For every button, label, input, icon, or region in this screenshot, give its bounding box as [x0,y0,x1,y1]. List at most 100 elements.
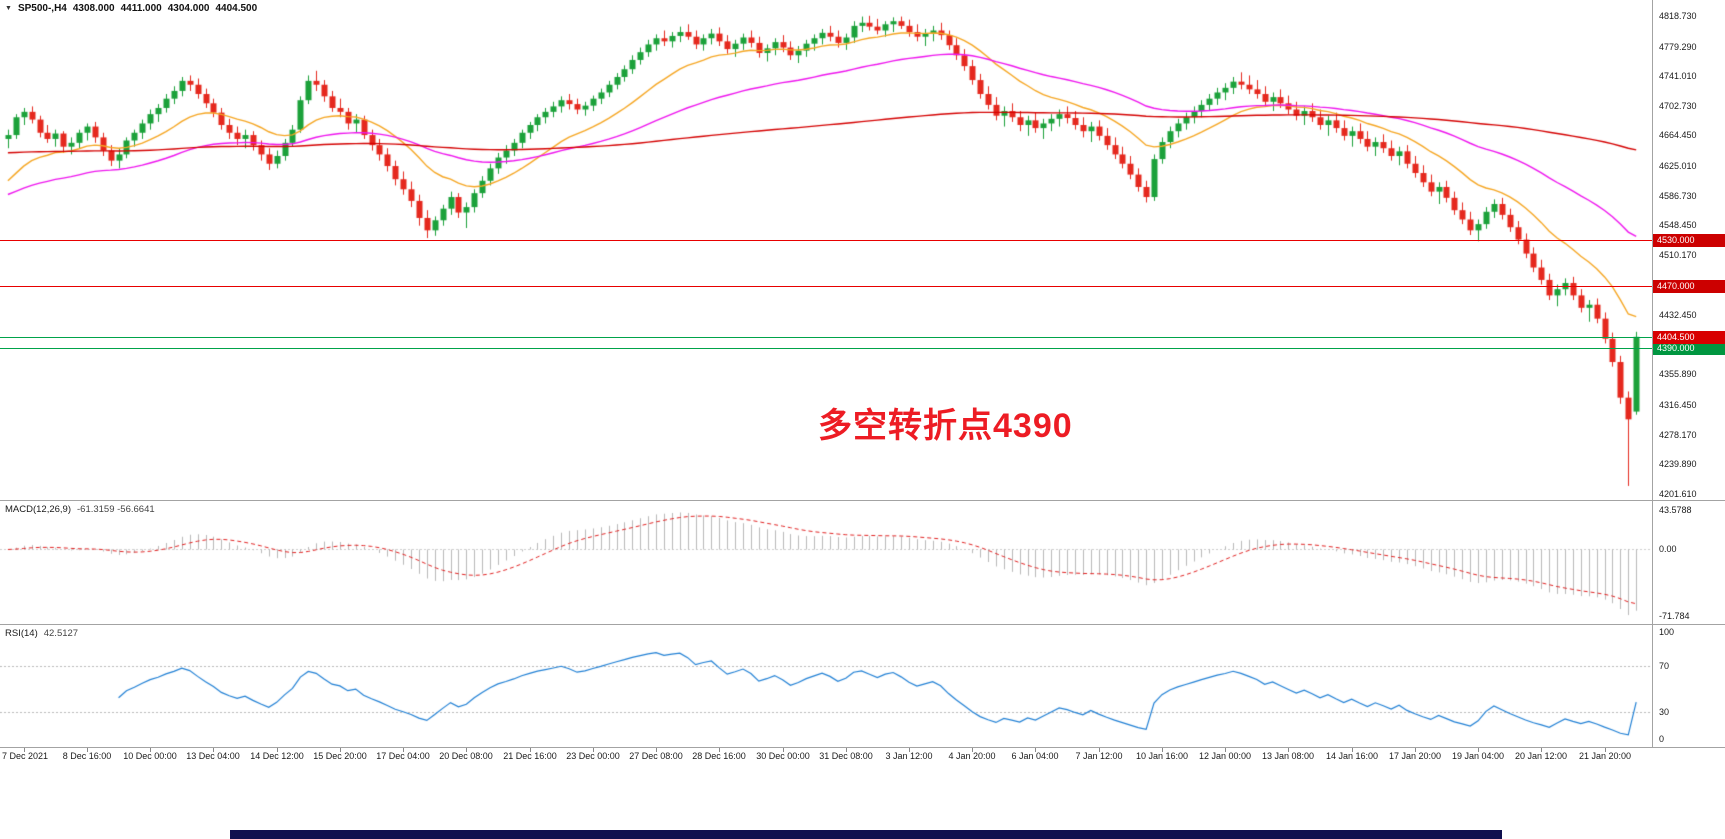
time-axis-label: 12 Jan 00:00 [1198,751,1252,761]
ohlc-low: 4304.000 [167,3,210,14]
time-axis-label: 21 Jan 20:00 [1578,751,1632,761]
symbol-period-label: SP500-,H4 [17,3,67,14]
time-tick [1162,748,1163,752]
time-axis-label: 10 Jan 16:00 [1135,751,1189,761]
trend-annotation-text[interactable]: 多空转折点4390 [818,407,1073,445]
time-axis-label: 27 Dec 08:00 [629,751,683,761]
time-axis-label: 13 Jan 08:00 [1261,751,1315,761]
price-axis-label: 4278.170 [1659,430,1697,440]
ohlc-close: 4404.500 [215,3,258,14]
bid-price-tag: 4404.500 [1653,331,1725,344]
macd-axis-min: -71.784 [1659,611,1690,621]
time-axis-line [0,747,1725,748]
time-axis-label: 17 Jan 20:00 [1388,751,1442,761]
time-axis-label: 7 Jan 12:00 [1075,751,1123,761]
time-axis-label: 20 Jan 12:00 [1514,751,1568,761]
time-axis-label: 6 Jan 04:00 [1011,751,1059,761]
time-tick [909,748,910,752]
panel-divider-macd-rsi[interactable] [0,624,1725,625]
price-axis-label: 4510.170 [1659,250,1697,260]
time-tick [1035,748,1036,752]
rsi-axis-label: 0 [1659,734,1665,744]
time-axis-label: 7 Dec 2021 [2,751,49,761]
price-axis-label: 4432.450 [1659,310,1697,320]
time-tick [403,748,404,752]
macd-axis-max: 43.5788 [1659,505,1692,515]
time-axis-label: 3 Jan 12:00 [885,751,933,761]
chart-title: ▼ SP500-,H4 4308.000 4411.000 4304.000 4… [5,3,257,14]
time-axis-label: 4 Jan 20:00 [948,751,996,761]
horizontal-line-4470.000[interactable] [0,286,1652,287]
time-tick [846,748,847,752]
time-tick [1225,748,1226,752]
rsi-axis-label: 30 [1659,707,1670,717]
price-axis-separator [1652,0,1653,748]
price-axis-label: 4664.450 [1659,130,1697,140]
price-tag-4470.000: 4470.000 [1653,280,1725,293]
horizontal-line-4530.000[interactable] [0,240,1652,241]
taskbar-strip [230,830,1502,839]
time-tick [1352,748,1353,752]
time-axis-label: 21 Dec 16:00 [503,751,557,761]
rsi-axis-label: 100 [1659,627,1675,637]
time-tick [972,748,973,752]
time-tick [24,748,25,752]
time-tick [1099,748,1100,752]
time-tick [1605,748,1606,752]
time-tick [87,748,88,752]
panel-divider-main-macd[interactable] [0,500,1725,501]
time-axis-label: 30 Dec 00:00 [756,751,810,761]
time-tick [150,748,151,752]
horizontal-line-4390.000[interactable] [0,348,1652,349]
time-axis-label: 13 Dec 04:00 [186,751,240,761]
bid-price-line [0,337,1652,338]
price-axis-label: 4779.290 [1659,42,1697,52]
time-tick [466,748,467,752]
price-axis-label: 4239.890 [1659,459,1697,469]
rsi-name: RSI(14) [5,628,38,639]
time-tick [1415,748,1416,752]
time-tick [530,748,531,752]
time-axis-label: 14 Dec 12:00 [250,751,304,761]
time-axis-label: 10 Dec 00:00 [123,751,177,761]
macd-name: MACD(12,26,9) [5,504,71,515]
time-axis-label: 15 Dec 20:00 [313,751,367,761]
time-axis-label: 20 Dec 08:00 [439,751,493,761]
price-axis-label: 4818.730 [1659,11,1697,21]
time-tick [213,748,214,752]
ohlc-high: 4411.000 [120,3,162,14]
price-axis-label: 4316.450 [1659,400,1697,410]
macd-axis-zero: 0.00 [1659,544,1677,554]
time-axis-label: 17 Dec 04:00 [376,751,430,761]
time-tick [1478,748,1479,752]
time-axis-label: 14 Jan 16:00 [1325,751,1379,761]
price-tag-4390.000: 4390.000 [1653,342,1725,355]
price-axis-label: 4741.010 [1659,71,1697,81]
time-tick [1541,748,1542,752]
rsi-value: 42.5127 [43,628,79,639]
time-tick [783,748,784,752]
time-axis-label: 8 Dec 16:00 [62,751,112,761]
price-axis-label: 4548.450 [1659,220,1697,230]
macd-indicator-label: MACD(12,26,9) -61.3159 -56.6641 [5,504,155,515]
time-tick [340,748,341,752]
time-axis-label: 28 Dec 16:00 [692,751,746,761]
rsi-axis-label: 70 [1659,661,1670,671]
time-tick [277,748,278,752]
time-tick [656,748,657,752]
price-axis-label: 4201.610 [1659,489,1697,499]
macd-values: -61.3159 -56.6641 [77,504,155,515]
time-tick [719,748,720,752]
price-axis-label: 4586.730 [1659,191,1697,201]
price-axis-label: 4702.730 [1659,101,1697,111]
price-tag-4530.000: 4530.000 [1653,234,1725,247]
chart-dropdown-icon[interactable]: ▼ [5,5,12,12]
time-axis-label: 19 Jan 04:00 [1451,751,1505,761]
time-tick [1288,748,1289,752]
price-axis-label: 4355.890 [1659,369,1697,379]
price-axis-label: 4625.010 [1659,161,1697,171]
time-axis-label: 31 Dec 08:00 [819,751,873,761]
